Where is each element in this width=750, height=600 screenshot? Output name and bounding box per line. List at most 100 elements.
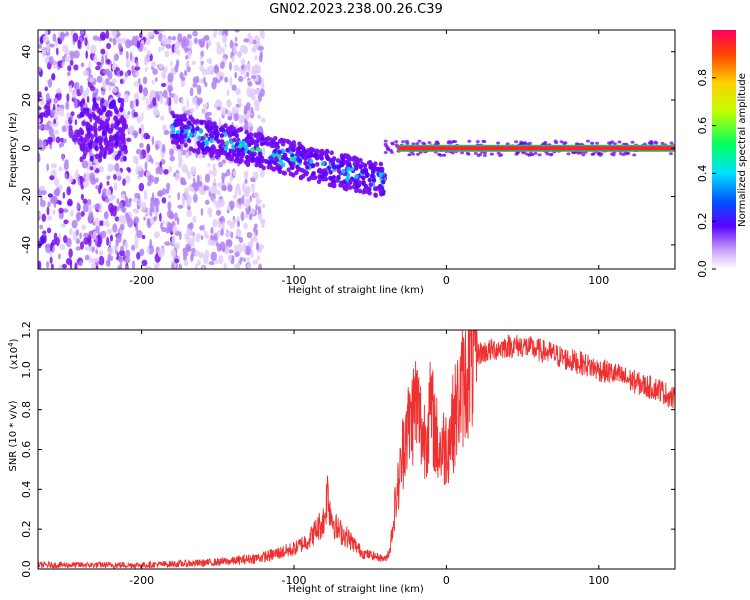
spectrogram-cell (192, 119, 197, 125)
spectrogram-cell (282, 138, 287, 144)
spectrogram-cell (329, 182, 334, 188)
spectrogram-cell (260, 158, 266, 163)
spectrogram-cell (73, 64, 79, 71)
spectrogram-cell (132, 99, 136, 109)
spectrogram-cell (331, 179, 337, 185)
spectrogram-cell (121, 205, 126, 213)
spectrogram-cell (142, 87, 148, 97)
spectrogram-cell (237, 97, 241, 104)
spectrogram-cell (286, 167, 291, 173)
spectrogram-cell (174, 212, 178, 222)
spectrogram-cell (202, 67, 205, 76)
spectrogram-cell (368, 182, 373, 188)
spectrogram-cell (123, 148, 128, 155)
spectrogram-cell (475, 140, 480, 144)
spectrogram-cell (190, 253, 194, 262)
spectrogram-cell (225, 239, 232, 245)
spectrogram-cell (216, 139, 221, 144)
spectrogram-cell (55, 237, 60, 247)
spectrogram-cell (165, 39, 172, 45)
spectrogram-cell (303, 156, 308, 162)
spectrogram-cell (209, 153, 214, 159)
spectrogram-cell (241, 195, 245, 205)
spectrogram-cell (310, 163, 316, 168)
spectrogram-cell (338, 182, 343, 188)
spectrogram-cell (68, 175, 74, 184)
spectrogram-cell (258, 53, 263, 63)
spectrogram-cell (95, 265, 99, 269)
spectrogram-cell (140, 130, 144, 141)
spectrogram-cell (171, 225, 177, 234)
spectrogram-cell (38, 260, 42, 269)
spectrogram-cell (275, 144, 280, 150)
x-tick-label: 0 (443, 574, 450, 587)
spectrogram-cell (407, 153, 412, 157)
spectrogram-cell (188, 114, 193, 120)
spectrogram-cell (385, 146, 390, 150)
spectrogram-cell (47, 215, 53, 221)
spectrogram-cell (352, 161, 358, 167)
spectrogram-cell (167, 194, 172, 199)
spectrogram-cell (235, 88, 241, 96)
spectrogram-cell (112, 101, 117, 108)
spectrogram-cell (81, 120, 86, 127)
spectrogram-cell (120, 102, 125, 109)
spectrogram-cell (42, 140, 47, 150)
spectrogram-cell (159, 95, 164, 105)
spectrogram-cell (53, 129, 59, 136)
spectrogram-cell (236, 229, 241, 238)
spectrogram-cell (38, 139, 43, 149)
spectrogram-cell (54, 177, 60, 187)
spectrogram-cell (105, 30, 110, 40)
spectrogram-cell (73, 82, 78, 90)
spectrogram-cell (79, 111, 84, 118)
spectrogram-cell (53, 118, 57, 125)
spectrogram-cell (162, 89, 168, 99)
spectrogram-cell (106, 109, 111, 116)
spectrogram-cell (99, 31, 106, 41)
spectrogram-cell (50, 263, 54, 269)
spectrogram-cell (136, 252, 141, 260)
spectrogram-cell (157, 30, 164, 33)
spectrogram-cell (187, 33, 192, 40)
spectrogram-cell (161, 143, 166, 154)
spectrogram-cell (543, 141, 548, 145)
spectrogram-cell (120, 150, 125, 157)
spectrogram-cell (44, 57, 49, 64)
spectrogram-cell (49, 256, 53, 264)
spectrogram-cell (157, 46, 162, 53)
spectrogram-cell (240, 147, 245, 153)
snr-x-label: Height of straight line (km) (288, 584, 424, 595)
spectrogram-cell (168, 165, 173, 173)
spectrogram-cell (390, 141, 395, 145)
spectrogram-cell (230, 204, 234, 211)
spectrogram-cell (205, 123, 210, 129)
spectrogram-cell (225, 108, 228, 115)
spectrogram-cell (137, 204, 140, 210)
spectrogram-cell (228, 126, 234, 131)
spectrogram-cell (166, 182, 171, 191)
spectrogram-cell (138, 182, 145, 192)
spectrogram-cell (90, 44, 97, 54)
spectrogram-cell (218, 254, 224, 265)
spectrogram-cell (336, 174, 341, 180)
spectrogram-cell (92, 100, 97, 107)
spectrogram-cell (186, 200, 190, 206)
spectrogram-cell (607, 141, 612, 145)
spectrogram-cell (236, 261, 241, 269)
spectrogram-cell (108, 240, 111, 247)
spectrogram-cell (291, 172, 296, 178)
spectrogram-cell (240, 64, 245, 70)
spectrogram-cell (186, 205, 192, 211)
spectrogram-cell (269, 165, 274, 171)
spectrogram-cell (244, 186, 250, 196)
spectrogram-cell (112, 208, 117, 217)
spectrogram-cell (170, 248, 177, 258)
spectrogram-cell (214, 64, 219, 71)
spectrogram-cell (236, 128, 241, 133)
spectrogram-cell (225, 230, 231, 238)
spectrogram-cell (94, 217, 100, 227)
spectrogram-cell (141, 259, 148, 267)
spectrogram-cell (48, 56, 54, 65)
spectrogram-cell (215, 209, 222, 216)
